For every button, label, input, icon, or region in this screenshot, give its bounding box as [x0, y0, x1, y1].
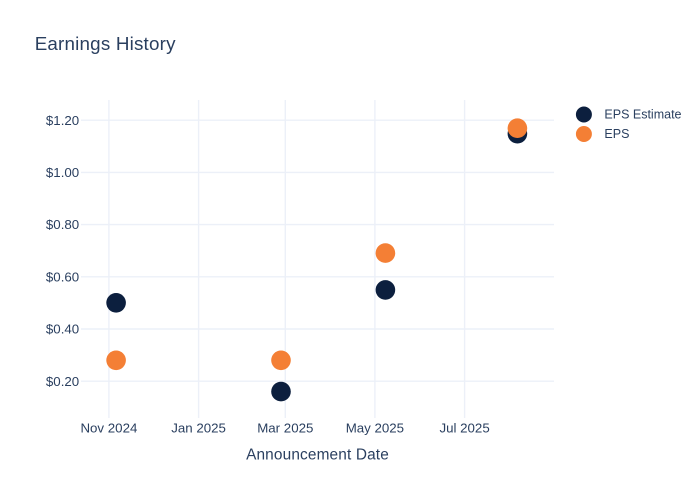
svg-text:EPS Estimate: EPS Estimate — [604, 108, 681, 122]
svg-text:Jan 2025: Jan 2025 — [171, 420, 226, 435]
svg-text:Jul 2025: Jul 2025 — [439, 420, 489, 435]
svg-text:Mar 2025: Mar 2025 — [257, 420, 313, 435]
svg-text:Earnings History: Earnings History — [35, 33, 176, 54]
svg-text:$0.20: $0.20 — [46, 374, 79, 389]
svg-text:Announcement Date: Announcement Date — [246, 447, 389, 464]
svg-text:$0.60: $0.60 — [46, 269, 79, 284]
svg-text:$1.00: $1.00 — [46, 165, 79, 180]
svg-text:$0.80: $0.80 — [46, 217, 79, 232]
svg-text:May 2025: May 2025 — [346, 420, 404, 435]
svg-text:$0.40: $0.40 — [46, 322, 79, 337]
svg-text:Nov 2024: Nov 2024 — [80, 420, 137, 435]
svg-text:$1.20: $1.20 — [46, 113, 79, 128]
svg-text:EPS: EPS — [604, 127, 629, 141]
